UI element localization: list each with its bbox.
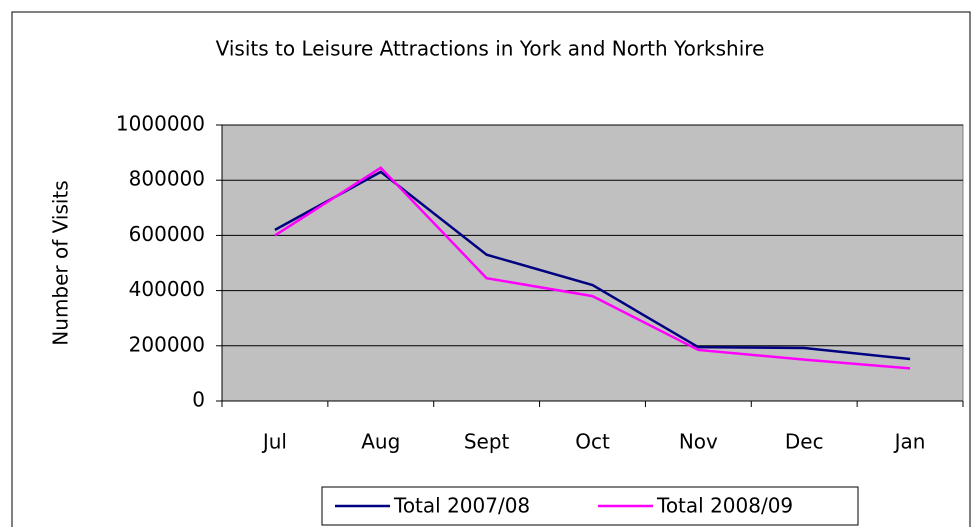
y-tick-label: 600000	[129, 222, 205, 246]
x-tick-label: Jul	[261, 430, 287, 454]
legend-label: Total 2007/08	[393, 494, 530, 518]
y-tick-label: 200000	[129, 332, 205, 356]
series-line	[274, 166, 911, 370]
chart-title: Visits to Leisure Attractions in York an…	[216, 37, 765, 61]
x-tick-label: Aug	[361, 430, 400, 454]
y-tick-label: 400000	[129, 277, 205, 301]
legend	[321, 486, 859, 526]
plot-area	[221, 124, 964, 402]
y-tick-label: 0	[192, 388, 205, 412]
x-tick-label: Nov	[679, 430, 718, 454]
legend-label: Total 2008/09	[656, 494, 793, 518]
x-tick-label: Dec	[785, 430, 824, 454]
y-tick-label: 1000000	[116, 112, 205, 136]
x-tick-label: Jan	[893, 430, 926, 454]
y-axis-label: Number of Visits	[49, 180, 73, 345]
x-tick-label: Sept	[464, 430, 510, 454]
x-tick-label: Oct	[575, 430, 610, 454]
y-tick-label: 800000	[129, 167, 205, 191]
series-line	[274, 170, 911, 361]
